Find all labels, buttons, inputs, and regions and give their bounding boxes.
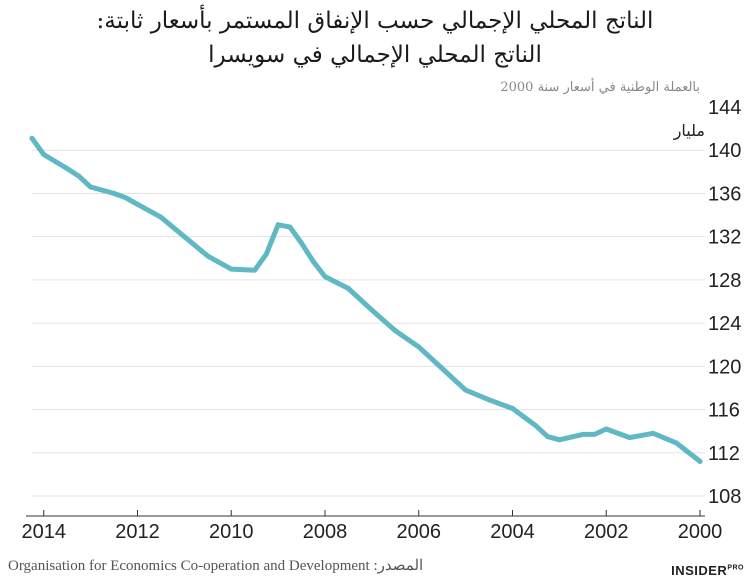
x-tick-label: 2004 bbox=[490, 521, 535, 543]
y-tick-label: 128 bbox=[708, 270, 741, 292]
data-point bbox=[228, 266, 234, 272]
data-point bbox=[299, 240, 305, 246]
data-point bbox=[123, 195, 129, 201]
data-point bbox=[416, 344, 422, 350]
data-point bbox=[392, 328, 398, 334]
data-point bbox=[64, 166, 70, 172]
data-point bbox=[76, 173, 82, 179]
data-point bbox=[252, 267, 258, 273]
data-point bbox=[674, 440, 680, 446]
x-tick-label: 2014 bbox=[21, 521, 66, 543]
y-axis-unit-note: بالعملة الوطنية في أسعار سنة 2000 bbox=[500, 80, 700, 95]
data-point bbox=[134, 201, 140, 207]
y-tick-labels: 108 112 116 120 124 128 132 136 140 144 bbox=[708, 97, 741, 508]
y-tick-label: 144 bbox=[708, 97, 741, 119]
source-note: Organisation for Economics Co-operation … bbox=[8, 558, 424, 574]
data-point bbox=[181, 234, 187, 240]
title-line-1: الناتج المحلي الإجمالي حسب الإنفاق المست… bbox=[96, 8, 654, 34]
data-point bbox=[650, 430, 656, 436]
data-point bbox=[509, 405, 515, 411]
brand-logo: INSIDERPRO bbox=[671, 563, 744, 578]
data-point bbox=[580, 431, 586, 437]
data-point bbox=[263, 251, 269, 257]
data-point bbox=[603, 426, 609, 432]
data-point bbox=[627, 435, 633, 441]
brand-main: INSIDER bbox=[671, 563, 728, 578]
x-tick-label: 2010 bbox=[209, 521, 254, 543]
y-tick-label: 132 bbox=[708, 227, 741, 249]
x-tick-label: 2000 bbox=[678, 521, 723, 543]
data-point bbox=[158, 214, 164, 220]
data-point bbox=[533, 423, 539, 429]
y-tick-label: 140 bbox=[708, 140, 741, 162]
data-point bbox=[439, 365, 445, 371]
data-point bbox=[345, 286, 351, 292]
x-tick-label: 2008 bbox=[303, 521, 348, 543]
data-point bbox=[322, 274, 328, 280]
data-point bbox=[287, 224, 293, 230]
series-line-gdp bbox=[29, 135, 703, 464]
data-point bbox=[88, 184, 94, 190]
data-points bbox=[29, 135, 703, 464]
x-tick-labels: 2014 2012 2010 2008 2006 2004 2002 2000 bbox=[21, 510, 722, 543]
x-tick-label: 2012 bbox=[115, 521, 160, 543]
data-point bbox=[556, 437, 562, 443]
y-tick-label: 108 bbox=[708, 486, 741, 508]
y-tick-label: 124 bbox=[708, 313, 741, 335]
y-tick-label: 120 bbox=[708, 356, 741, 378]
y-tick-label: 116 bbox=[708, 400, 740, 422]
data-point bbox=[205, 253, 211, 259]
chart-title: الناتج المحلي الإجمالي حسب الإنفاق المست… bbox=[0, 4, 750, 72]
y-top-unit-label: مليار bbox=[673, 121, 705, 141]
data-point bbox=[111, 190, 117, 196]
data-point bbox=[697, 458, 703, 464]
data-point bbox=[545, 434, 551, 440]
x-tick-label: 2002 bbox=[584, 521, 629, 543]
data-point bbox=[275, 222, 281, 228]
y-tick-label: 136 bbox=[708, 183, 741, 205]
data-point bbox=[369, 307, 375, 313]
brand-sup: PRO bbox=[727, 564, 744, 572]
x-tick-label: 2006 bbox=[396, 521, 441, 543]
data-point bbox=[592, 431, 598, 437]
y-tick-label: 112 bbox=[708, 443, 740, 465]
data-point bbox=[463, 387, 469, 393]
data-point bbox=[41, 152, 47, 158]
title-line-2: الناتج المحلي الإجمالي في سويسرا bbox=[208, 42, 542, 68]
data-point bbox=[486, 397, 492, 403]
data-point bbox=[29, 135, 35, 141]
data-point bbox=[310, 259, 316, 265]
grid-lines bbox=[26, 149, 705, 517]
